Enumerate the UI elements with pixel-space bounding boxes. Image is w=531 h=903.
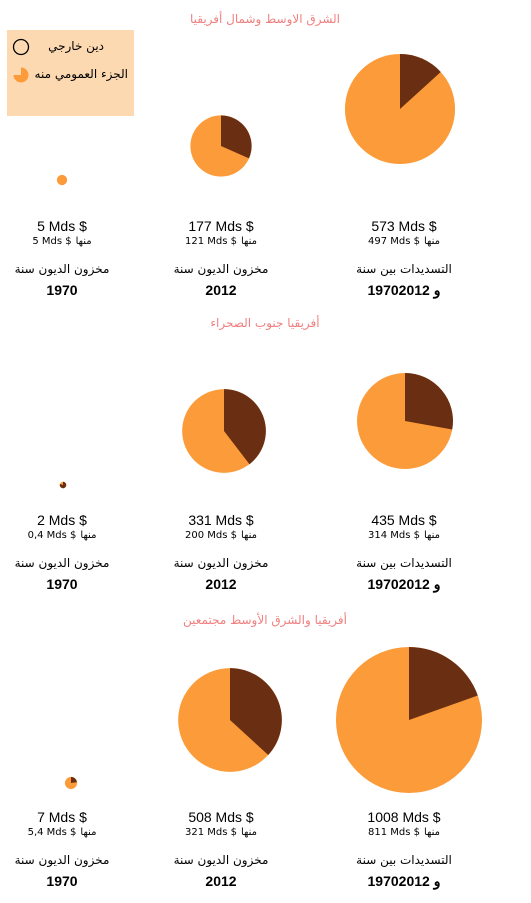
total-label: 331 Mds $: [188, 512, 254, 528]
public-share-value: 497 Mds $: [367, 236, 420, 247]
caption-line2: 2012: [205, 873, 237, 889]
total-label: 5 Mds $: [37, 218, 87, 234]
public-share-prefix: منها: [80, 530, 97, 541]
public-share-prefix: منها: [75, 236, 92, 247]
public-share-value: 314 Mds $: [367, 530, 420, 541]
total-label: 177 Mds $: [188, 218, 254, 234]
pie-slice-private: [224, 389, 266, 465]
public-share-row: 121 Mds $ منها: [156, 236, 286, 247]
pie-slice-private: [409, 646, 478, 720]
public-share-prefix: منها: [240, 827, 258, 838]
public-share-row: 811 Mds $ منها: [339, 827, 469, 838]
caption-line1: مخزون الديون سنة: [173, 556, 269, 570]
public-share-prefix: منها: [240, 530, 258, 541]
total-label: 435 Mds $: [371, 512, 437, 528]
pie-slice-private: [405, 373, 453, 430]
public-share-row: 497 Mds $ منها: [339, 236, 469, 247]
public-share-value: 200 Mds $: [184, 530, 237, 541]
pie-slice-private: [221, 115, 252, 159]
public-share-value: 0,4 Mds $: [27, 530, 77, 541]
caption-line2: 1970: [46, 873, 78, 889]
total-label: 2 Mds $: [37, 512, 87, 528]
public-share-value: 5,4 Mds $: [27, 827, 77, 838]
section-title: الشرق الاوسط وشمال أفريقيا: [189, 12, 341, 26]
caption-line2: 2012: [205, 282, 237, 298]
pie-slice-private: [59, 481, 67, 489]
public-share-row: 5,4 Mds $ منها: [0, 827, 127, 838]
legend-external-debt-icon: [12, 38, 30, 56]
public-share-row: 314 Mds $ منها: [339, 530, 469, 541]
caption-line1: مخزون الديون سنة: [14, 556, 110, 570]
public-share-value: 121 Mds $: [184, 236, 237, 247]
public-share-prefix: منها: [423, 236, 441, 247]
public-share-row: 200 Mds $ منها: [156, 530, 286, 541]
legend-box: دين خارجي الجزء العمومي منه: [7, 30, 134, 116]
public-share-prefix: منها: [423, 530, 441, 541]
caption-line2: 1970و 2012: [367, 873, 441, 889]
public-share-value: 5 Mds $: [32, 236, 72, 247]
caption-line2: 2012: [205, 576, 237, 592]
legend-public-share-icon: [13, 67, 29, 83]
total-label: 1008 Mds $: [367, 809, 441, 825]
caption-line1: التسديدات بين سنة: [356, 853, 452, 867]
caption-line1: مخزون الديون سنة: [173, 853, 269, 867]
pie-slice-public: [56, 174, 68, 186]
public-share-row: 321 Mds $ منها: [156, 827, 286, 838]
caption-line1: مخزون الديون سنة: [14, 262, 110, 276]
caption-line2: 1970و 2012: [367, 282, 441, 298]
section-title: أفريقيا جنوب الصحراء: [210, 316, 320, 330]
public-share-value: 811 Mds $: [367, 827, 420, 838]
public-share-prefix: منها: [240, 236, 258, 247]
legend-public-share-label: الجزء العمومي منه: [34, 67, 128, 81]
section-title: أفريقيا والشرق الأوسط مجتمعين: [183, 613, 347, 627]
public-share-prefix: منها: [423, 827, 441, 838]
public-share-row: 5 Mds $ منها: [0, 236, 127, 247]
total-label: 508 Mds $: [188, 809, 254, 825]
pie-slice-private: [230, 668, 282, 756]
public-share-prefix: منها: [80, 827, 97, 838]
total-label: 7 Mds $: [37, 809, 87, 825]
pie-slice-private: [400, 53, 441, 109]
caption-line1: التسديدات بين سنة: [356, 262, 452, 276]
caption-line1: مخزون الديون سنة: [173, 262, 269, 276]
total-label: 573 Mds $: [371, 218, 437, 234]
caption-line2: 1970: [46, 576, 78, 592]
caption-line1: مخزون الديون سنة: [14, 853, 110, 867]
caption-line2: 1970و 2012: [367, 576, 441, 592]
public-share-value: 321 Mds $: [184, 827, 237, 838]
public-share-row: 0,4 Mds $ منها: [0, 530, 127, 541]
legend-external-debt-label: دين خارجي: [48, 39, 104, 53]
pie-slice-private: [71, 776, 78, 783]
caption-line1: التسديدات بين سنة: [356, 556, 452, 570]
caption-line2: 1970: [46, 282, 78, 298]
